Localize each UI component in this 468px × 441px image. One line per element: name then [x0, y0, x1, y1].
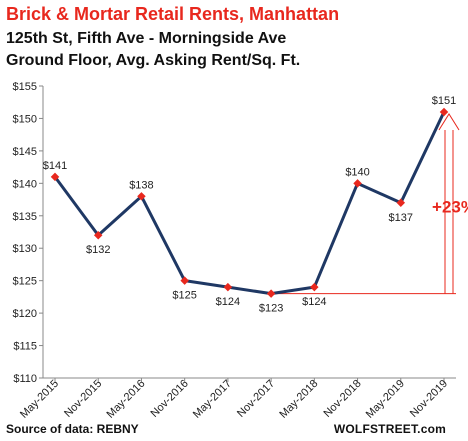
- x-tick-label: May-2016: [104, 378, 147, 421]
- y-tick-label: $115: [13, 341, 37, 353]
- x-tick-label: May-2018: [277, 378, 320, 421]
- y-tick-label: $120: [13, 308, 37, 320]
- data-label: $151: [432, 95, 456, 107]
- y-tick-label: $140: [13, 178, 37, 190]
- data-point: [353, 179, 362, 188]
- y-tick-label: $110: [13, 373, 37, 385]
- chart-title: Brick & Mortar Retail Rents, Manhattan: [6, 4, 340, 24]
- data-point: [266, 289, 276, 298]
- data-label: $140: [345, 166, 369, 178]
- data-point: [50, 172, 60, 182]
- y-tick-label: $130: [13, 243, 37, 255]
- y-tick-label: $150: [13, 113, 37, 125]
- x-tick-label: Nov-2017: [235, 378, 277, 420]
- x-tick-label: Nov-2015: [62, 378, 104, 420]
- data-label: $124: [216, 296, 240, 308]
- data-label: $124: [302, 296, 326, 308]
- x-tick-label: Nov-2019: [408, 378, 450, 420]
- data-point: [137, 192, 146, 201]
- y-tick-label: $135: [13, 211, 37, 223]
- arrow-head: [438, 113, 460, 131]
- data-point: [396, 198, 406, 208]
- data-label: $141: [43, 160, 67, 172]
- y-tick-label: $125: [13, 276, 37, 288]
- source-note: Source of data: REBNY: [6, 422, 139, 436]
- data-point: [439, 107, 449, 117]
- brand-watermark: WOLFSTREET.com: [333, 422, 446, 436]
- chart-subtitle-metric: Ground Floor, Avg. Asking Rent/Sq. Ft.: [6, 52, 301, 69]
- data-point: [180, 276, 189, 285]
- x-tick-label: Nov-2018: [321, 378, 363, 420]
- x-tick-label: May-2017: [191, 378, 234, 421]
- data-label: $123: [259, 303, 283, 315]
- data-point: [223, 282, 233, 292]
- y-tick-label: $145: [13, 146, 37, 158]
- data-label: $125: [172, 290, 196, 302]
- chart-subtitle-location: 125th St, Fifth Ave - Morningside Ave: [6, 30, 287, 47]
- data-point: [93, 231, 103, 240]
- x-tick-label: May-2019: [364, 378, 407, 421]
- data-label: $132: [86, 244, 110, 256]
- data-label: $138: [129, 179, 153, 191]
- data-label: $137: [389, 212, 413, 224]
- series-line: [53, 110, 446, 296]
- y-tick-label: $155: [13, 81, 37, 93]
- data-point: [310, 282, 319, 292]
- x-tick-label: Nov-2016: [149, 378, 191, 420]
- change-annotation-label: +23%: [432, 198, 468, 217]
